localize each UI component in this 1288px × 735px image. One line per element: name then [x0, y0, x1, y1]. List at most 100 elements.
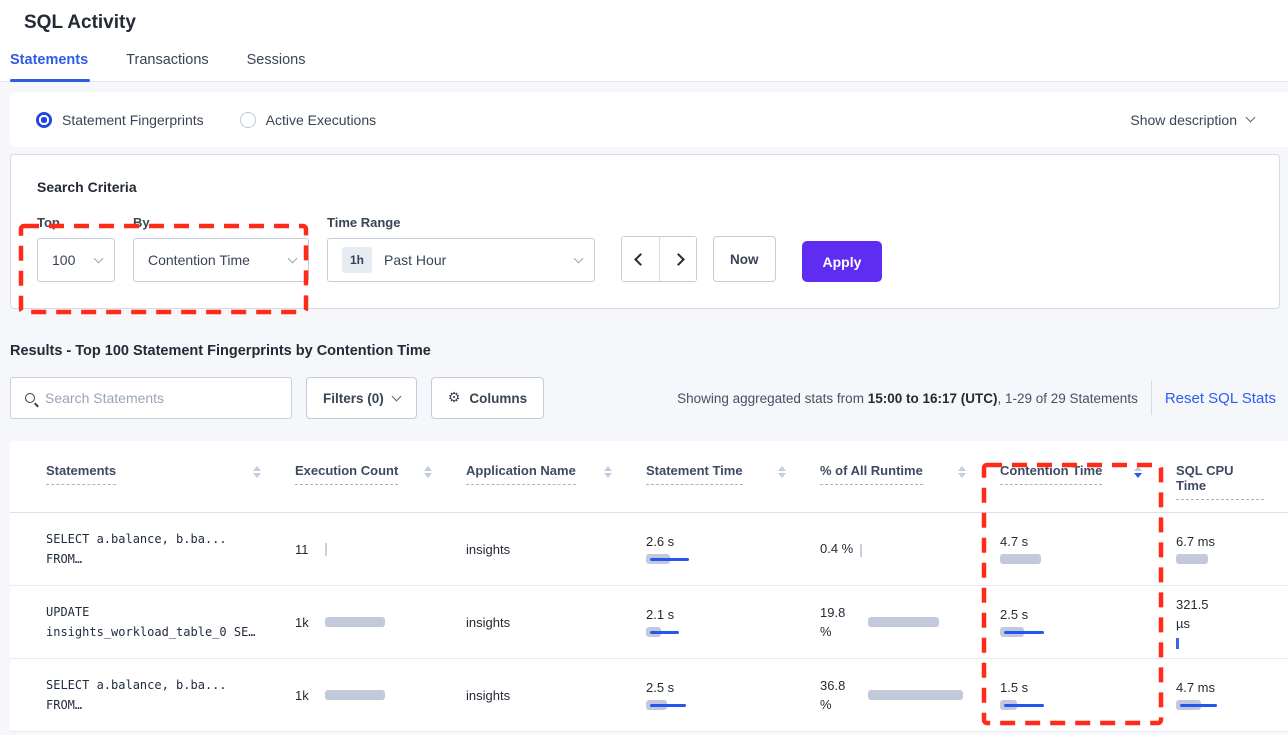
- runtime-pct-cell: 19.8 %: [810, 603, 990, 641]
- filters-button[interactable]: Filters (0): [306, 377, 417, 419]
- page-content: Statement Fingerprints Active Executions…: [0, 82, 1288, 732]
- top-field: Top 100: [37, 215, 115, 282]
- by-label: By: [133, 215, 150, 230]
- search-statements-input[interactable]: [45, 390, 281, 406]
- search-criteria-title: Search Criteria: [37, 179, 137, 195]
- execution-count-cell: 1k: [285, 615, 456, 630]
- column-header-statement-time[interactable]: Statement Time: [636, 441, 810, 500]
- page-header: SQL Activity Statements Transactions Ses…: [0, 0, 1288, 82]
- chevron-down-icon: [93, 253, 104, 263]
- divider: [1150, 381, 1152, 415]
- count-bar: [325, 542, 327, 556]
- time-prev-button[interactable]: [622, 237, 659, 281]
- time-range-label: Time Range: [327, 215, 401, 230]
- time-next-button[interactable]: [659, 237, 696, 281]
- stats-summary: Showing aggregated stats from 15:00 to 1…: [677, 390, 1138, 406]
- statement-link[interactable]: UPDATE insights_workload_table_0 SE…: [46, 605, 256, 639]
- by-select[interactable]: Contention Time: [133, 238, 309, 282]
- chevron-right-icon: [671, 252, 685, 266]
- table-controls-row: Filters (0) ⚙ Columns Showing aggregated…: [10, 377, 1280, 419]
- radio-selected-icon: [36, 111, 52, 128]
- chevron-down-icon: [1245, 112, 1256, 123]
- filters-label: Filters (0): [323, 390, 384, 406]
- top-select-value: 100: [52, 252, 76, 268]
- count-bar: [325, 690, 385, 700]
- tab-transactions[interactable]: Transactions: [126, 52, 209, 68]
- show-description-label: Show description: [1130, 111, 1237, 128]
- statement-link[interactable]: SELECT a.balance, b.ba... FROM…: [46, 532, 227, 566]
- radio-statement-fingerprints[interactable]: Statement Fingerprints: [36, 111, 204, 128]
- application-name-cell: insights: [466, 687, 511, 703]
- by-select-value: Contention Time: [148, 252, 250, 268]
- search-statements-box[interactable]: [10, 377, 292, 419]
- columns-button[interactable]: ⚙ Columns: [430, 377, 545, 419]
- radio-unselected-icon: [239, 111, 256, 128]
- execution-count-cell: 1k: [285, 688, 456, 703]
- sort-arrows-icon: [1134, 466, 1142, 478]
- runtime-pct-cell: 36.8 %: [810, 676, 990, 714]
- column-header-statements[interactable]: Statements: [36, 441, 285, 500]
- table-row: SELECT a.balance, b.ba... FROM… 11 insig…: [10, 513, 1288, 586]
- radio-label: Active Executions: [265, 111, 377, 128]
- application-name-cell: insights: [466, 614, 511, 630]
- now-button[interactable]: Now: [713, 236, 776, 282]
- contention-time-cell: 2.5 s: [990, 607, 1166, 637]
- contention-time-cell: 4.7 s: [990, 534, 1166, 564]
- radio-active-executions[interactable]: Active Executions: [239, 111, 377, 128]
- chevron-down-icon: [287, 253, 298, 263]
- statements-table: Statements Execution Count Application N…: [10, 441, 1288, 732]
- column-header-application-name[interactable]: Application Name: [456, 441, 636, 500]
- count-bar: [325, 617, 385, 627]
- view-mode-bar: Statement Fingerprints Active Executions…: [10, 92, 1288, 147]
- search-icon: [25, 393, 35, 403]
- tab-statements[interactable]: Statements: [10, 52, 91, 82]
- search-criteria-controls: Top 100 By Contention Time Time Range 1h…: [37, 215, 1279, 282]
- time-range-select[interactable]: 1h Past Hour: [327, 238, 595, 282]
- table-header-row: Statements Execution Count Application N…: [10, 441, 1288, 513]
- time-range-field: Time Range 1h Past Hour: [327, 215, 595, 282]
- columns-label: Columns: [469, 390, 528, 406]
- sort-arrows-icon: [253, 466, 261, 478]
- chevron-left-icon: [634, 252, 647, 266]
- sort-arrows-icon: [604, 466, 612, 478]
- sql-cpu-time-cell: 6.7 ms: [1166, 534, 1288, 564]
- results-heading: Results - Top 100 Statement Fingerprints…: [10, 343, 431, 359]
- statement-time-cell: 2.1 s: [636, 607, 810, 637]
- search-criteria-card: Search Criteria Top 100 By Contention Ti…: [10, 154, 1280, 309]
- runtime-pct-cell: 0.4 %: [810, 541, 990, 557]
- chevron-down-icon: [573, 253, 584, 263]
- show-description-toggle[interactable]: Show description: [1130, 111, 1256, 128]
- runtime-bar: [868, 617, 939, 627]
- sql-cpu-time-cell: 321.5 µs: [1166, 595, 1288, 649]
- sort-arrows-icon: [958, 466, 966, 478]
- sort-arrows-icon: [424, 466, 432, 478]
- tab-bar: Statements Transactions Sessions: [0, 52, 1288, 82]
- table-row: UPDATE insights_workload_table_0 SE… 1k …: [10, 586, 1288, 659]
- tab-sessions[interactable]: Sessions: [246, 52, 306, 68]
- time-range-badge: 1h: [342, 247, 373, 273]
- column-header-execution-count[interactable]: Execution Count: [285, 441, 456, 500]
- column-header-runtime-pct[interactable]: % of All Runtime: [810, 441, 990, 500]
- execution-count-cell: 11: [285, 542, 456, 557]
- chevron-down-icon: [391, 391, 402, 401]
- time-nav-group: [621, 236, 697, 282]
- apply-button[interactable]: Apply: [801, 241, 883, 282]
- time-range-value: Past Hour: [384, 252, 447, 268]
- column-header-contention-time[interactable]: Contention Time: [990, 441, 1166, 500]
- page-title: SQL Activity: [24, 12, 136, 33]
- column-header-sql-cpu-time[interactable]: SQL CPU Time: [1166, 441, 1288, 500]
- statement-time-cell: 2.6 s: [636, 534, 810, 564]
- gear-icon: ⚙: [447, 390, 461, 406]
- table-row: SELECT a.balance, b.ba... FROM… 1k insig…: [10, 659, 1288, 732]
- top-label: Top: [37, 215, 60, 230]
- application-name-cell: insights: [466, 541, 511, 557]
- sort-arrows-icon: [778, 466, 786, 478]
- contention-time-cell: 1.5 s: [990, 680, 1166, 710]
- sql-cpu-time-cell: 4.7 ms: [1166, 680, 1288, 710]
- reset-sql-stats-link[interactable]: Reset SQL Stats: [1164, 389, 1276, 407]
- by-field: By Contention Time: [133, 215, 309, 282]
- statement-time-cell: 2.5 s: [636, 680, 810, 710]
- statement-link[interactable]: SELECT a.balance, b.ba... FROM…: [46, 678, 227, 712]
- cpu-bar: [1176, 637, 1179, 649]
- top-select[interactable]: 100: [37, 238, 115, 282]
